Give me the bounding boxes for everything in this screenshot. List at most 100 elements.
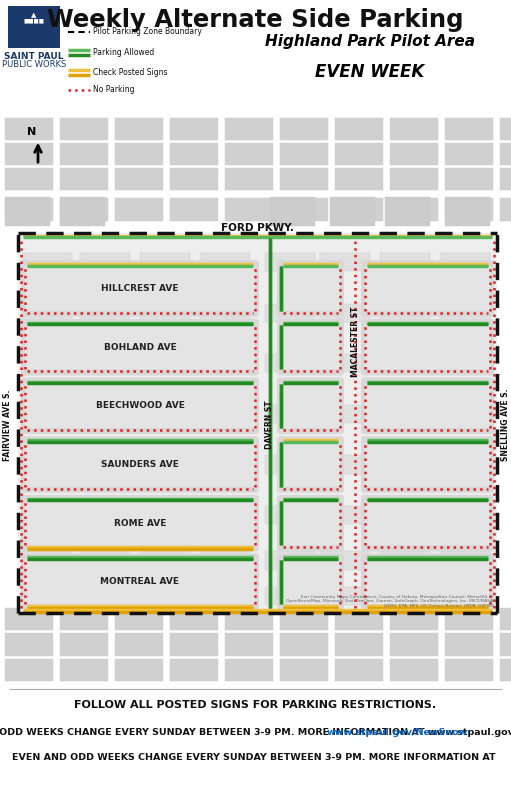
Bar [140,304,190,322]
Bar [286,416,306,425]
Text: EVEN AND ODD WEEKS CHANGE EVERY SUNDAY BETWEEN 3-9 PM. MORE INFORMATION AT: EVEN AND ODD WEEKS CHANGE EVERY SUNDAY B… [12,753,498,763]
FancyBboxPatch shape [281,560,340,604]
Bar [140,533,192,542]
Bar [30,592,82,601]
Text: N: N [28,127,37,136]
Bar [445,197,490,226]
Bar [500,634,511,656]
Bar [427,299,480,308]
Bar [370,333,423,342]
Bar [427,509,480,518]
Bar [22,551,72,569]
Bar [200,253,250,271]
Bar [115,608,163,630]
Bar [310,592,330,601]
FancyBboxPatch shape [361,495,494,551]
Bar [85,450,137,459]
Text: EVEN AND ODD WEEKS CHANGE EVERY SUNDAY BETWEEN 3-9 PM. MORE INFORMATION AT www.s: EVEN AND ODD WEEKS CHANGE EVERY SUNDAY B… [0,729,511,737]
Bar [380,551,430,569]
Bar [265,354,315,373]
Bar [320,455,370,473]
Bar [286,286,306,296]
Bar [115,117,163,140]
Bar [335,659,383,681]
Bar [85,533,137,542]
Bar [85,299,137,308]
Bar [5,143,53,165]
Bar [60,198,108,220]
Text: FOLLOW ALL POSTED SIGNS FOR PARKING RESTRICTIONS.: FOLLOW ALL POSTED SIGNS FOR PARKING REST… [74,700,436,710]
Bar [370,521,423,531]
FancyBboxPatch shape [281,266,340,311]
Bar [280,143,328,165]
Bar [60,197,105,226]
Bar [195,274,247,283]
Bar [22,354,72,373]
Bar [140,592,192,601]
Bar [445,117,493,140]
Bar [60,634,108,656]
Bar [380,354,430,373]
Bar [265,587,315,605]
Bar [80,304,130,322]
Bar [370,533,423,542]
Text: SAINT PAUL: SAINT PAUL [4,52,64,61]
Bar [370,392,423,400]
Bar [280,634,328,656]
Bar [30,333,82,342]
Bar [310,580,330,589]
Bar [370,299,423,308]
Bar [140,354,190,373]
Bar [30,392,82,400]
Text: DAVERN ST: DAVERN ST [266,400,274,450]
Bar [115,143,163,165]
Bar [427,592,480,601]
Bar [427,580,480,589]
FancyBboxPatch shape [277,260,344,316]
Bar [427,568,480,577]
Bar [22,404,72,423]
Bar [310,274,330,283]
Bar [310,404,330,413]
Bar [30,357,82,366]
Bar [85,416,137,425]
Bar [195,345,247,354]
Bar [335,634,383,656]
Bar [440,354,490,373]
FancyBboxPatch shape [281,384,340,428]
Bar [310,416,330,425]
FancyBboxPatch shape [277,554,344,610]
FancyBboxPatch shape [365,501,490,546]
Bar [427,345,480,354]
Bar [170,143,218,165]
Bar [195,521,247,531]
FancyBboxPatch shape [281,501,340,546]
Bar [427,357,480,366]
FancyBboxPatch shape [25,560,255,604]
Bar [280,198,328,220]
Bar [380,506,430,524]
Bar [85,274,137,283]
Bar [427,462,480,472]
Bar [427,521,480,531]
Bar [427,333,480,342]
Text: BOHLAND AVE: BOHLAND AVE [104,343,176,351]
Text: Check Posted Signs: Check Posted Signs [93,68,168,77]
Bar [310,568,330,577]
FancyBboxPatch shape [361,377,494,434]
Text: HILLCREST AVE: HILLCREST AVE [101,284,179,293]
Text: Highland Park Pilot Area: Highland Park Pilot Area [265,34,475,49]
Bar [115,168,163,190]
Bar [140,416,192,425]
Bar [280,117,328,140]
Bar [85,392,137,400]
Bar [500,143,511,165]
Bar [320,506,370,524]
FancyBboxPatch shape [25,442,255,487]
Bar [500,198,511,220]
Bar [265,551,315,569]
Bar [320,404,370,423]
Bar [385,197,430,226]
Bar [195,580,247,589]
Bar [195,474,247,484]
